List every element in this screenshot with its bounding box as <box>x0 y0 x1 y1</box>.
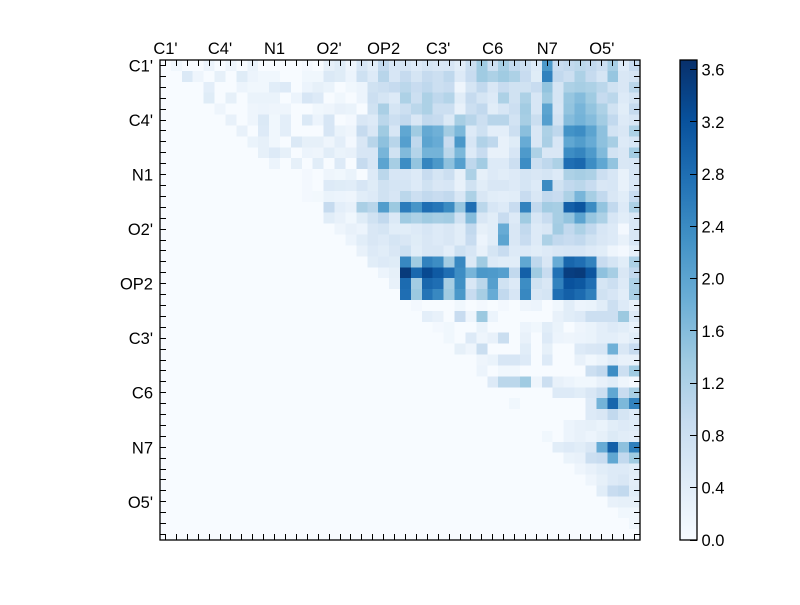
svg-text:C1': C1' <box>129 57 153 75</box>
svg-text:O2': O2' <box>317 40 342 58</box>
svg-text:3.2: 3.2 <box>702 114 725 132</box>
svg-text:OP2: OP2 <box>367 40 400 58</box>
svg-text:C6: C6 <box>132 385 153 403</box>
svg-text:N1: N1 <box>264 40 285 58</box>
svg-text:C6: C6 <box>482 40 503 58</box>
svg-text:1.2: 1.2 <box>702 375 725 393</box>
svg-text:3.6: 3.6 <box>702 62 725 80</box>
svg-text:0.8: 0.8 <box>702 427 725 445</box>
svg-text:C1': C1' <box>153 40 177 58</box>
svg-text:O2': O2' <box>128 221 153 239</box>
svg-text:1.6: 1.6 <box>702 323 725 341</box>
svg-text:N7: N7 <box>132 439 153 457</box>
svg-text:C3': C3' <box>129 330 153 348</box>
svg-text:2.4: 2.4 <box>702 218 725 236</box>
svg-text:O5': O5' <box>128 494 153 512</box>
svg-text:N7: N7 <box>537 40 558 58</box>
svg-text:0.4: 0.4 <box>702 480 725 498</box>
svg-text:C4': C4' <box>208 40 232 58</box>
svg-text:C4': C4' <box>129 112 153 130</box>
svg-text:OP2: OP2 <box>120 276 153 294</box>
svg-text:2.0: 2.0 <box>702 271 725 289</box>
svg-text:N1: N1 <box>132 167 153 185</box>
svg-text:2.8: 2.8 <box>702 166 725 184</box>
svg-text:0.0: 0.0 <box>702 532 725 550</box>
svg-text:O5': O5' <box>589 40 614 58</box>
svg-text:C3': C3' <box>426 40 450 58</box>
